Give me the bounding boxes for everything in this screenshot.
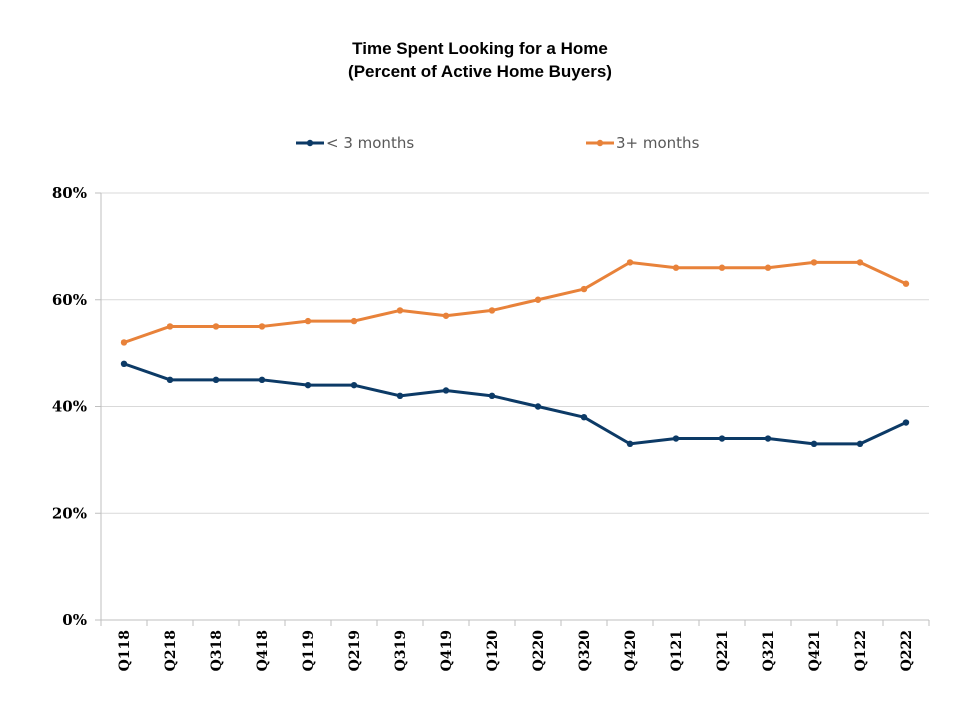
x-tick-label: Q120	[485, 630, 501, 672]
data-point	[856, 440, 864, 448]
x-tick-label: Q318	[209, 630, 225, 671]
data-point	[304, 381, 312, 389]
legend-label: < 3 months	[326, 134, 414, 152]
data-point	[120, 339, 128, 346]
data-point	[626, 259, 634, 266]
data-point	[212, 376, 220, 384]
y-tick-label: 80%	[52, 184, 87, 202]
series-lines	[120, 259, 910, 448]
series-lt-3-months	[120, 360, 910, 448]
legend-swatch-marker	[596, 139, 604, 147]
data-point	[902, 419, 910, 426]
data-point	[258, 376, 266, 384]
data-point	[258, 323, 266, 330]
x-tick-label: Q320	[577, 630, 593, 672]
data-point	[718, 264, 726, 271]
x-tick-label: Q421	[807, 630, 823, 671]
x-tick-label: Q219	[347, 630, 363, 671]
data-point	[718, 435, 726, 442]
x-tick-label: Q419	[439, 630, 455, 671]
legend-label: 3+ months	[616, 134, 700, 152]
series-3plus-months	[120, 259, 910, 346]
legend-swatch-marker	[306, 139, 314, 147]
data-point	[580, 413, 588, 421]
data-point	[672, 435, 680, 442]
legend-item: 3+ months	[586, 134, 700, 152]
data-point	[902, 280, 910, 287]
x-tick-label: Q420	[623, 630, 639, 672]
data-point	[488, 392, 496, 400]
data-point	[810, 440, 818, 448]
x-tick-label: Q119	[301, 630, 317, 671]
gridlines	[101, 192, 929, 514]
x-tick-label: Q118	[117, 630, 133, 671]
data-point	[120, 360, 128, 367]
x-tick-label: Q418	[255, 630, 271, 671]
x-tick-label: Q222	[899, 630, 915, 671]
data-point	[212, 323, 220, 330]
axes	[95, 192, 930, 626]
data-point	[442, 387, 450, 394]
data-point	[580, 285, 588, 293]
data-point	[672, 264, 680, 271]
x-tick-label: Q321	[761, 630, 777, 671]
y-tick-label: 40%	[52, 398, 87, 416]
x-tick-label: Q220	[531, 630, 547, 672]
data-point	[350, 317, 358, 325]
data-point	[350, 381, 358, 389]
x-tick-label: Q122	[853, 630, 869, 671]
data-point	[304, 317, 312, 325]
y-axis-ticks: 0% 20% 40% 60% 80%	[52, 184, 87, 629]
data-point	[166, 323, 174, 330]
data-point	[166, 376, 174, 384]
data-point	[396, 307, 404, 314]
x-tick-label: Q319	[393, 630, 409, 671]
data-point	[534, 403, 542, 410]
x-axis-ticks: Q118 Q218 Q318 Q418 Q119 Q219 Q319 Q419 Q120 Q220…	[117, 630, 915, 672]
y-tick-label: 0%	[62, 611, 87, 629]
data-point	[442, 312, 450, 319]
series-line	[123, 260, 907, 344]
chart-title: Time Spent Looking for a Home	[352, 39, 608, 58]
data-point	[626, 440, 634, 448]
data-point	[534, 296, 542, 303]
data-point	[764, 264, 772, 271]
x-tick-label: Q221	[715, 630, 731, 671]
y-tick-label: 20%	[52, 504, 87, 522]
data-point	[488, 307, 496, 314]
series-line	[123, 362, 907, 446]
y-tick-label: 60%	[52, 291, 87, 309]
legend-item: < 3 months	[296, 134, 414, 152]
data-point	[856, 259, 864, 266]
x-tick-label: Q121	[669, 630, 685, 671]
chart-subtitle: (Percent of Active Home Buyers)	[348, 62, 612, 81]
data-point	[764, 435, 772, 442]
legend: < 3 months 3+ months	[296, 134, 700, 152]
data-point	[396, 392, 404, 400]
data-point	[810, 259, 818, 266]
x-tick-label: Q218	[163, 630, 179, 671]
